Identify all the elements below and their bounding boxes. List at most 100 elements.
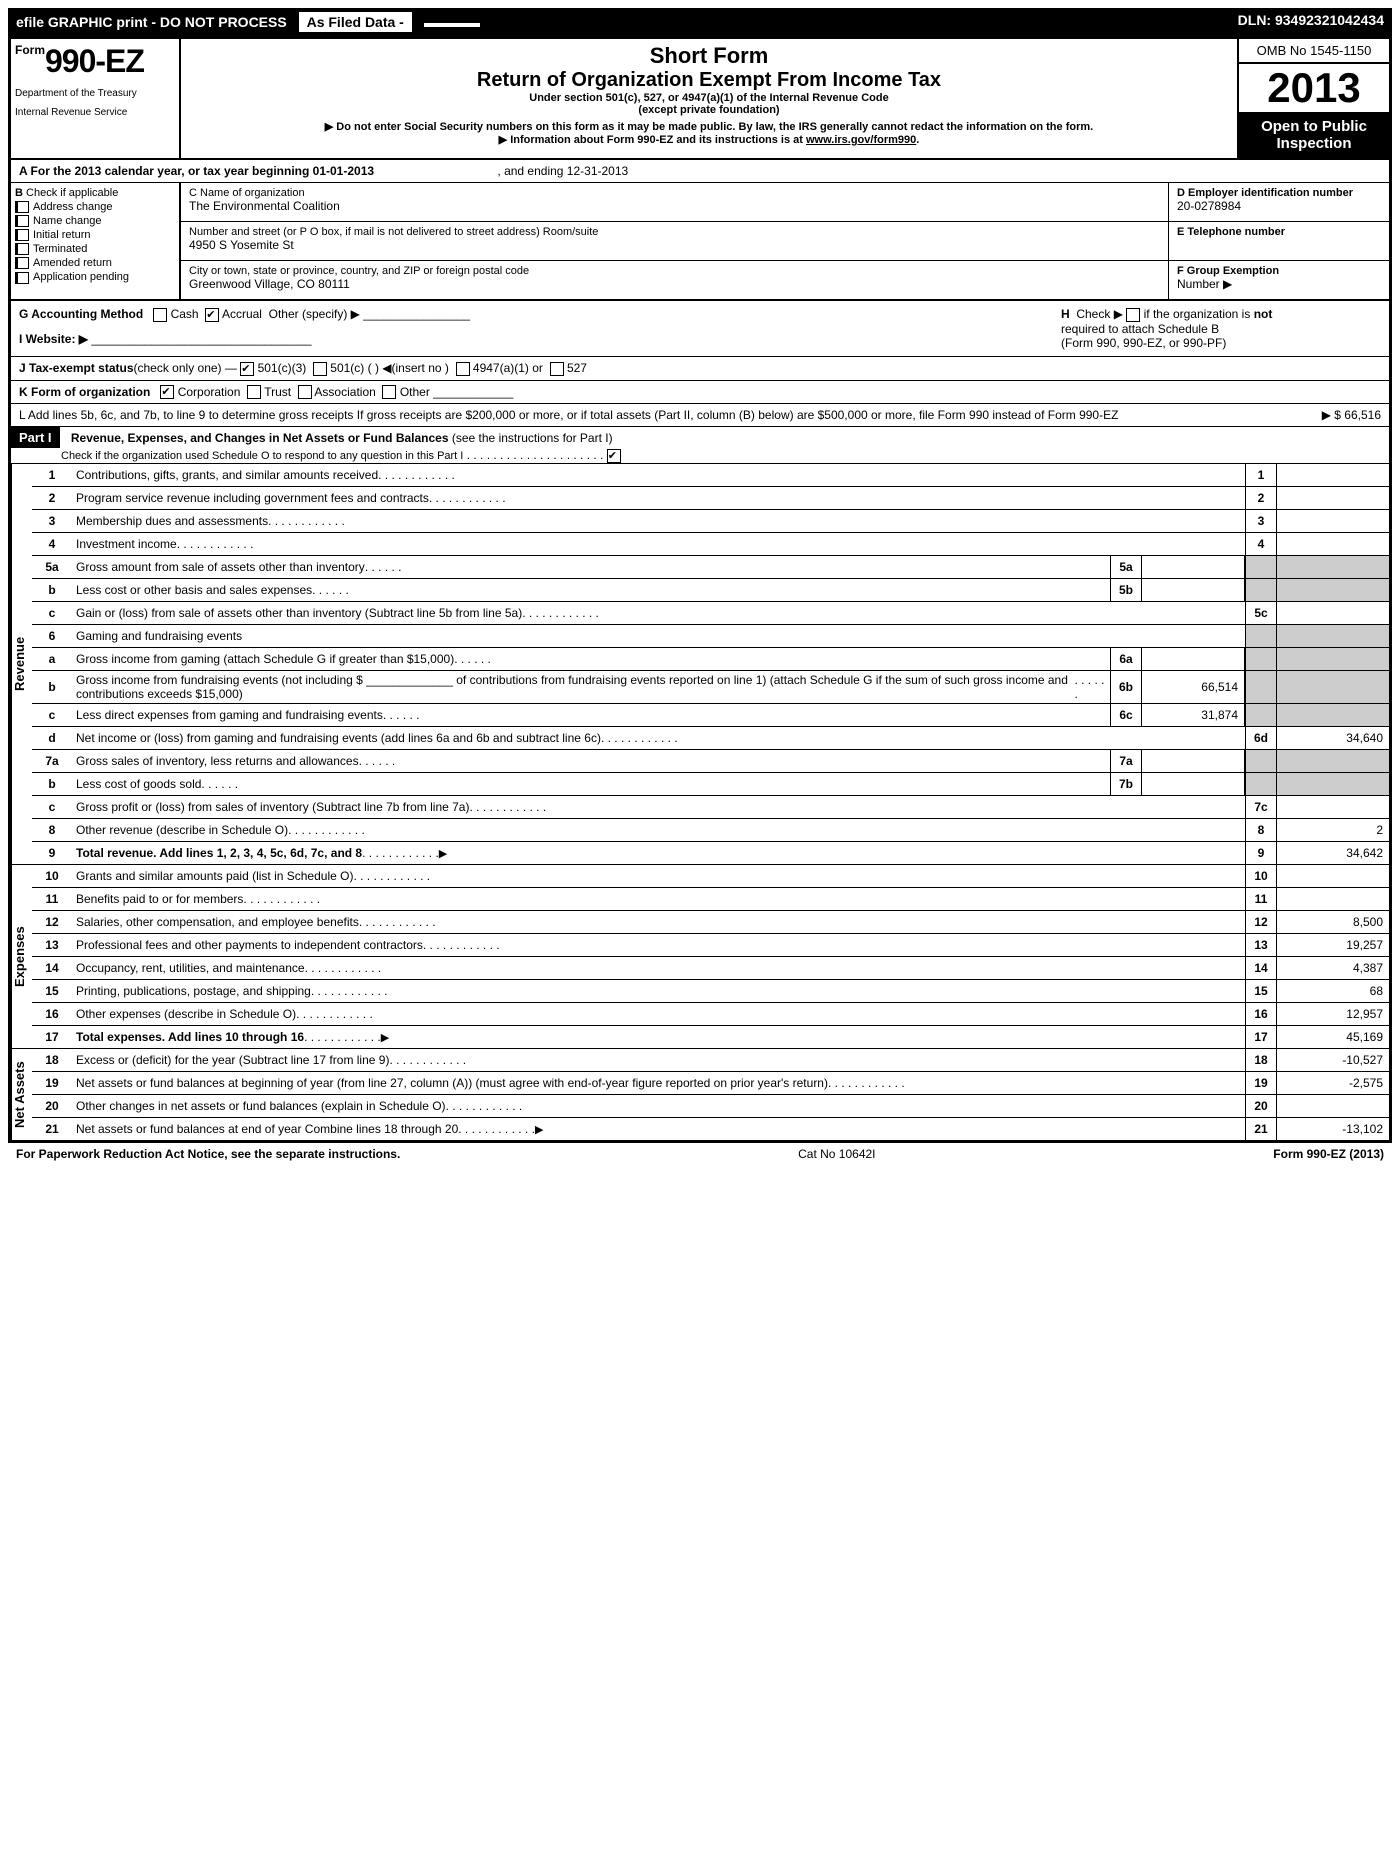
chk-address-change[interactable] bbox=[15, 201, 29, 213]
chk-501c3[interactable] bbox=[240, 362, 254, 376]
line-18: 18Excess or (deficit) for the year (Subt… bbox=[32, 1049, 1389, 1072]
footer-paperwork: For Paperwork Reduction Act Notice, see … bbox=[16, 1147, 400, 1161]
c-addr-value: 4950 S Yosemite St bbox=[189, 238, 1160, 252]
chk-amended[interactable] bbox=[15, 257, 29, 269]
line-desc: Less direct expenses from gaming and fun… bbox=[72, 704, 1110, 726]
line-num: 6 bbox=[32, 625, 72, 647]
line-box-gray bbox=[1245, 625, 1276, 647]
part-1-tag: Part I bbox=[11, 427, 60, 448]
line-desc: Program service revenue including govern… bbox=[72, 487, 1245, 509]
lbl-527: 527 bbox=[567, 361, 587, 375]
chk-initial-return[interactable] bbox=[15, 229, 29, 241]
line-value: 8,500 bbox=[1276, 911, 1389, 933]
line-mid-value bbox=[1142, 750, 1245, 772]
line-desc: Total revenue. Add lines 1, 2, 3, 4, 5c,… bbox=[72, 842, 1245, 864]
line-3: 3Membership dues and assessments . . . .… bbox=[32, 510, 1389, 533]
line-box: 15 bbox=[1245, 980, 1276, 1002]
line-desc: Contributions, gifts, grants, and simila… bbox=[72, 464, 1245, 486]
revenue-section: Revenue 1Contributions, gifts, grants, a… bbox=[11, 464, 1389, 865]
line-8: 8Other revenue (describe in Schedule O) … bbox=[32, 819, 1389, 842]
line-box: 17 bbox=[1245, 1026, 1276, 1048]
line-desc: Other revenue (describe in Schedule O) .… bbox=[72, 819, 1245, 841]
omb-number: OMB No 1545-1150 bbox=[1239, 39, 1389, 64]
line-desc: Professional fees and other payments to … bbox=[72, 934, 1245, 956]
line-box: 6d bbox=[1245, 727, 1276, 749]
line-value: 68 bbox=[1276, 980, 1389, 1002]
line-mid-box: 5a bbox=[1110, 556, 1142, 578]
lbl-other-method: Other (specify) ▶ bbox=[269, 307, 360, 321]
chk-name-change[interactable] bbox=[15, 215, 29, 227]
line-num: 21 bbox=[32, 1118, 72, 1140]
line-value: 19,257 bbox=[1276, 934, 1389, 956]
line-num: d bbox=[32, 727, 72, 749]
chk-trust[interactable] bbox=[247, 385, 261, 399]
efile-top-bar: efile GRAPHIC print - DO NOT PROCESS As … bbox=[8, 8, 1392, 36]
line-mid-box: 7b bbox=[1110, 773, 1142, 795]
line-desc: Excess or (deficit) for the year (Subtra… bbox=[72, 1049, 1245, 1071]
line-value bbox=[1276, 602, 1389, 624]
info-pre: ▶ Information about Form 990-EZ and its … bbox=[499, 134, 806, 146]
j-sub: (check only one) — bbox=[134, 361, 237, 375]
row-k: K Form of organization Corporation Trust… bbox=[11, 381, 1389, 405]
lbl-accrual: Accrual bbox=[222, 307, 262, 321]
line-value bbox=[1276, 464, 1389, 486]
f-number-label: Number bbox=[1177, 277, 1220, 291]
line-value-gray bbox=[1276, 579, 1389, 601]
d-ein-label: D Employer identification number bbox=[1177, 187, 1353, 199]
line-num: b bbox=[32, 671, 72, 703]
line-value-gray bbox=[1276, 704, 1389, 726]
chk-h[interactable] bbox=[1126, 308, 1140, 322]
line-12: 12Salaries, other compensation, and empl… bbox=[32, 911, 1389, 934]
line-desc: Less cost or other basis and sales expen… bbox=[72, 579, 1110, 601]
chk-assoc[interactable] bbox=[298, 385, 312, 399]
chk-schedule-o[interactable] bbox=[607, 449, 621, 463]
line-10: 10Grants and similar amounts paid (list … bbox=[32, 865, 1389, 888]
line-value bbox=[1276, 796, 1389, 818]
line-box-gray bbox=[1245, 579, 1276, 601]
line-20: 20Other changes in net assets or fund ba… bbox=[32, 1095, 1389, 1118]
chk-527[interactable] bbox=[550, 362, 564, 376]
line-num: 11 bbox=[32, 888, 72, 910]
line-value: 4,387 bbox=[1276, 957, 1389, 979]
line-box-gray bbox=[1245, 773, 1276, 795]
chk-cash[interactable] bbox=[153, 308, 167, 322]
chk-terminated[interactable] bbox=[15, 243, 29, 255]
k-label: K Form of organization bbox=[19, 385, 150, 399]
lbl-app-pending: Application pending bbox=[33, 271, 129, 283]
form-container: Form990-EZ Department of the Treasury In… bbox=[8, 36, 1392, 1143]
line-num: 2 bbox=[32, 487, 72, 509]
chk-accrual[interactable] bbox=[205, 308, 219, 322]
line-box-gray bbox=[1245, 671, 1276, 703]
lbl-cash: Cash bbox=[171, 307, 199, 321]
chk-app-pending[interactable] bbox=[15, 272, 29, 284]
c-city-label: City or town, state or province, country… bbox=[189, 265, 1160, 277]
form-prefix: Form bbox=[15, 43, 45, 57]
line-num: 12 bbox=[32, 911, 72, 933]
line-desc: Net income or (loss) from gaming and fun… bbox=[72, 727, 1245, 749]
line-num: b bbox=[32, 579, 72, 601]
line-11: 11Benefits paid to or for members . . . … bbox=[32, 888, 1389, 911]
line-desc: Net assets or fund balances at end of ye… bbox=[72, 1118, 1245, 1140]
line-desc: Total expenses. Add lines 10 through 16 … bbox=[72, 1026, 1245, 1048]
line-box: 4 bbox=[1245, 533, 1276, 555]
chk-corp[interactable] bbox=[160, 385, 174, 399]
chk-other-org[interactable] bbox=[382, 385, 396, 399]
lbl-initial-return: Initial return bbox=[33, 229, 90, 241]
line-value bbox=[1276, 487, 1389, 509]
row-j: J Tax-exempt status(check only one) — 50… bbox=[11, 357, 1389, 381]
line-desc: Membership dues and assessments . . . . … bbox=[72, 510, 1245, 532]
net-assets-side-label: Net Assets bbox=[11, 1049, 32, 1140]
open-public-1: Open to Public bbox=[1261, 118, 1367, 135]
line-num: b bbox=[32, 773, 72, 795]
chk-501c[interactable] bbox=[313, 362, 327, 376]
line-box: 7c bbox=[1245, 796, 1276, 818]
line-mid-value: 31,874 bbox=[1142, 704, 1245, 726]
chk-4947[interactable] bbox=[456, 362, 470, 376]
line-c: cLess direct expenses from gaming and fu… bbox=[32, 704, 1389, 727]
b-hint: Check if applicable bbox=[26, 187, 118, 199]
irs-link[interactable]: www.irs.gov/form990 bbox=[806, 134, 916, 146]
line-box: 13 bbox=[1245, 934, 1276, 956]
line-mid-value: 66,514 bbox=[1142, 671, 1245, 703]
efile-label: efile GRAPHIC print - DO NOT PROCESS bbox=[16, 14, 287, 30]
line-desc: Gross income from gaming (attach Schedul… bbox=[72, 648, 1110, 670]
